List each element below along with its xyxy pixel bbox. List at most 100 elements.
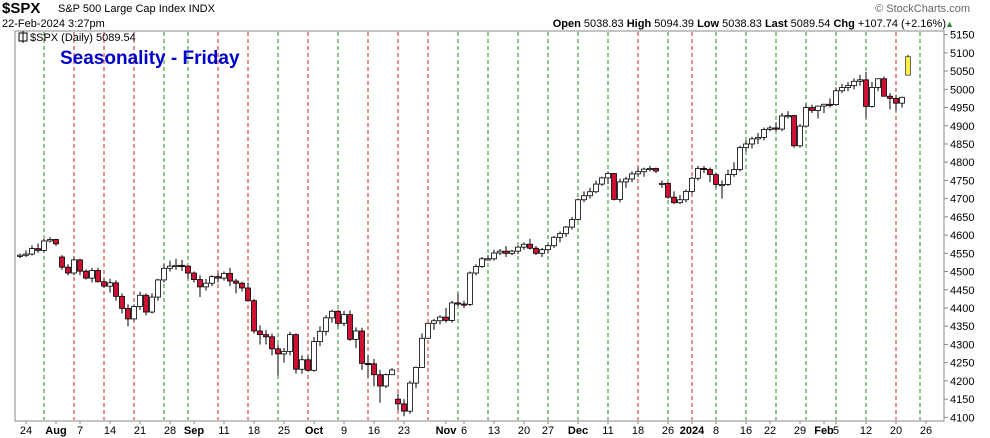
candle [869,82,875,108]
candle [329,309,335,323]
y-axis: 4100 4150 4200 4250 4300 4350 4400 4450 4500 4550… [944,30,974,424]
candle [905,54,911,76]
candle-body [125,307,131,320]
y-tick-label: 4500 [950,267,974,279]
candle [689,176,695,194]
candle-body [581,195,587,201]
candle-body [749,138,755,145]
candle-body [797,125,803,147]
candle [563,226,569,237]
candle-body [161,267,167,281]
x-tick-label: 13 [488,425,500,437]
candle [767,125,773,132]
candle [227,267,233,287]
candle-body [17,254,23,257]
y-tick-label: 4250 [950,358,974,370]
candle-body [341,314,347,324]
candle [251,298,257,334]
candle-body [95,270,101,283]
candle [749,136,755,149]
candle [299,355,305,374]
candle [359,327,365,370]
candle-body [197,279,203,288]
candle-body [317,330,323,342]
candle [635,167,641,177]
candle [353,327,359,349]
candle [257,325,263,345]
candle [35,243,41,253]
candle-body [293,334,299,370]
candle-body [671,196,677,204]
candle [485,255,491,261]
candle-body [605,173,611,179]
candle-body [377,374,383,387]
x-tick-label: 28 [164,425,176,437]
candle-body [509,250,515,254]
candle [851,78,857,90]
candle [83,269,89,280]
y-tick-label: 4950 [950,103,974,115]
candle [599,176,605,186]
candle-body [563,226,569,235]
candle [173,258,179,270]
candle [71,256,77,276]
candle-body [443,316,449,321]
candle [665,182,671,199]
candle-body [389,369,395,376]
candle-body [431,320,437,324]
candle [827,98,833,108]
open-value: 5038.83 [583,18,624,30]
candle [113,280,119,301]
candle-body [203,282,209,288]
candle-body [221,272,227,279]
candle [383,373,389,389]
candle [125,304,131,327]
candle [725,169,731,186]
candle [773,122,779,132]
candle [167,260,173,272]
plot-area [14,30,945,422]
candle [533,246,539,256]
candle-body [755,137,761,140]
x-tick-label: Feb [814,425,834,437]
candle-body [173,264,179,267]
candle-body [899,96,905,104]
candle-body [707,169,713,176]
x-tick-label: 16 [368,425,380,437]
high-label: High [626,18,652,30]
candle [893,94,899,112]
candle [77,258,83,276]
y-tick-label: 4150 [950,394,974,406]
x-tick-label: Dec [568,425,588,437]
candle-body [623,178,629,183]
candle-body [767,127,773,130]
candle-body [491,252,497,260]
candle-body [497,250,503,254]
candle-body [299,359,305,370]
candle-body [59,256,65,268]
candle-body [41,240,47,251]
candle [713,173,719,188]
security-name: S&P 500 Large Cap Index INDX [58,3,215,15]
low-label: Low [697,18,720,30]
candle [467,271,473,307]
candle [197,275,203,298]
candle-body [257,330,263,336]
x-tick-label: 9 [341,425,347,437]
y-tick-label: 5100 [950,48,974,60]
candle-body [227,272,233,282]
candle [365,355,371,378]
candle-body [245,287,251,302]
x-tick-label: 21 [134,425,146,437]
candle-body [47,239,53,242]
candle [839,83,845,93]
candle [491,249,497,261]
candle [203,278,209,291]
candle [611,173,617,201]
x-tick-label: 23 [398,425,410,437]
candle-body [809,107,815,111]
candle [239,281,245,292]
y-tick-label: 4400 [950,303,974,315]
candle-body [107,282,113,287]
candle [263,329,269,345]
